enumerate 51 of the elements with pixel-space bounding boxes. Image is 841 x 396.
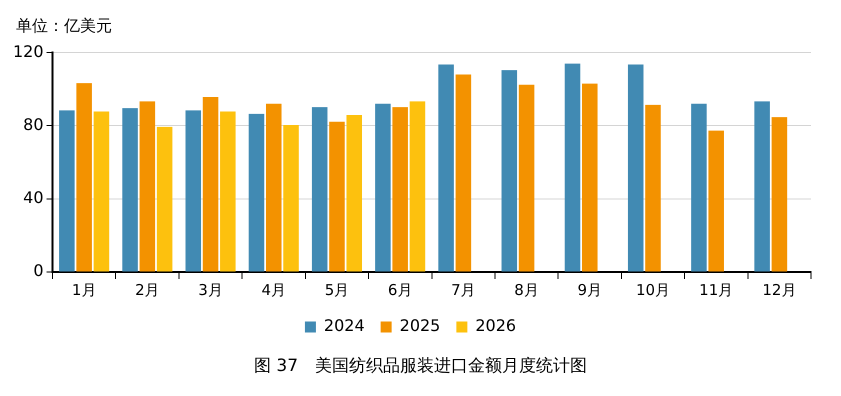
legend-label: 2024 [324, 316, 365, 336]
bar [438, 64, 454, 272]
x-tick-label: 11月 [699, 280, 734, 299]
bar [754, 101, 770, 272]
bar [156, 126, 172, 272]
legend-label: 2025 [400, 316, 440, 336]
x-tick-label: 5月 [324, 280, 350, 299]
bar [518, 84, 534, 272]
y-tick-label: 80 [23, 114, 44, 134]
bar [266, 104, 282, 272]
bar [392, 107, 408, 272]
x-tick-label: 10月 [636, 280, 670, 299]
y-tick-label: 0 [33, 261, 44, 280]
text: 图 37 美国纺织品服装进口金额月度统计图 [252, 355, 588, 377]
bar [375, 104, 391, 272]
bar [502, 70, 518, 272]
y-tick-label: 40 [23, 188, 44, 208]
x-tick-label: 9月 [578, 280, 602, 299]
x-tick-label: 4月 [261, 280, 286, 299]
bar [140, 101, 156, 272]
bar [456, 74, 472, 272]
bar [346, 114, 362, 272]
bar [186, 110, 202, 272]
bar [564, 64, 580, 272]
bar [708, 130, 724, 272]
x-tick-label: 8月 [514, 280, 539, 299]
x-tick-label: 2月 [135, 280, 160, 299]
x-tick-label: 7月 [451, 280, 476, 299]
bar [582, 84, 598, 272]
bar [772, 117, 788, 272]
x-tick-label: 3月 [198, 280, 223, 299]
bar [248, 114, 264, 272]
bar [628, 64, 644, 272]
x-tick-label: 12月 [762, 280, 796, 299]
bar [691, 104, 707, 272]
bar [122, 108, 138, 272]
x-tick-label: 6月 [388, 280, 412, 299]
bar [312, 107, 328, 272]
bar [410, 101, 426, 272]
x-tick-label: 1月 [72, 280, 96, 299]
y-tick-label: 120 [12, 42, 44, 61]
bar [645, 104, 661, 272]
bar [59, 110, 75, 272]
y-axis-title: 单位：亿美元 [16, 16, 112, 37]
bar [329, 122, 345, 272]
bar [202, 97, 218, 272]
bar [94, 111, 110, 272]
legend-label: 2026 [475, 316, 516, 336]
bar [283, 125, 299, 272]
bar [220, 111, 236, 272]
bar [76, 83, 92, 272]
